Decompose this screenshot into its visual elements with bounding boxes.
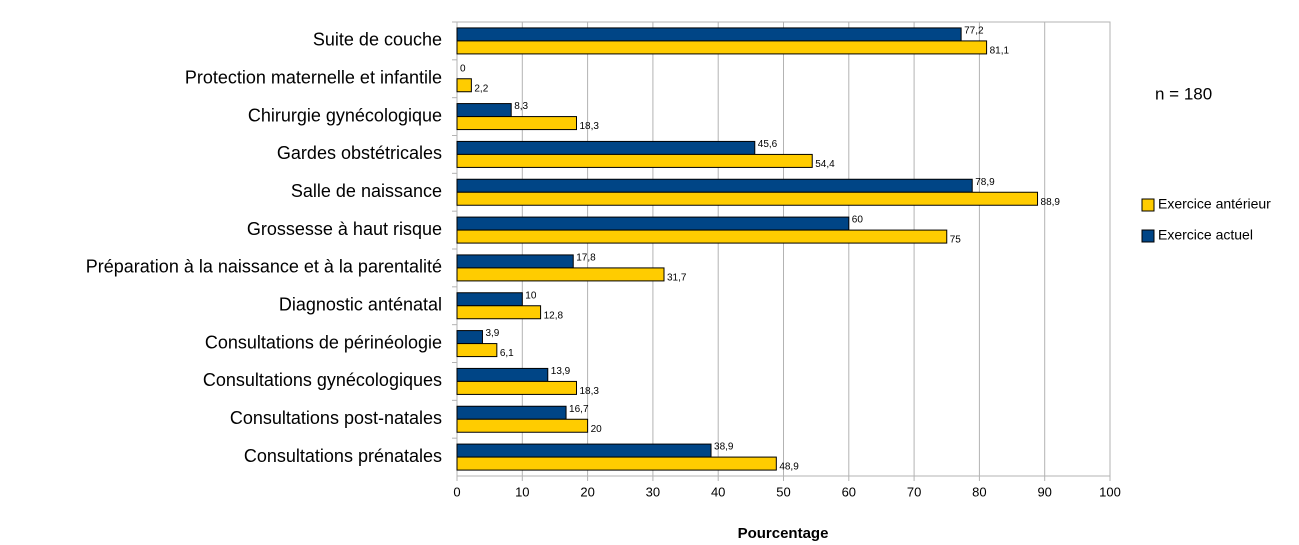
y-tick-label: Consultations gynécologiques <box>203 370 442 390</box>
bar <box>456 254 574 269</box>
legend-swatch <box>1141 229 1155 243</box>
x-tick-label: 100 <box>1099 484 1121 499</box>
bar <box>456 216 850 231</box>
bar <box>456 103 512 118</box>
value-label: 16,7 <box>569 404 589 415</box>
x-tick-label: 60 <box>842 484 856 499</box>
value-label: 81,1 <box>990 46 1010 57</box>
bar <box>456 40 988 55</box>
value-label: 17,8 <box>576 253 596 264</box>
value-label: 45,6 <box>758 139 778 150</box>
bar <box>456 178 973 193</box>
y-tick-label: Chirurgie gynécologique <box>248 105 442 125</box>
value-label: 12,8 <box>544 310 564 321</box>
value-label: 8,3 <box>514 101 528 112</box>
value-label: 78,9 <box>975 177 995 188</box>
x-tick-label: 50 <box>776 484 790 499</box>
value-label: 3,9 <box>485 328 499 339</box>
y-tick-label: Salle de naissance <box>291 181 442 201</box>
x-tick-label: 10 <box>515 484 529 499</box>
value-label: 20 <box>591 424 603 435</box>
bar <box>456 292 523 307</box>
legend-label: Exercice antérieur <box>1158 196 1271 212</box>
x-tick-label: 30 <box>646 484 660 499</box>
y-tick-label: Grossesse à haut risque <box>247 219 442 239</box>
y-tick-label: Suite de couche <box>313 30 442 50</box>
value-label: 2,2 <box>474 83 488 94</box>
bar <box>456 78 472 93</box>
value-label: 48,9 <box>779 462 799 473</box>
value-label: 77,2 <box>964 26 984 37</box>
value-label: 6,1 <box>500 348 514 359</box>
x-tick-label: 40 <box>711 484 725 499</box>
x-axis-label: Pourcentage <box>738 525 829 542</box>
y-tick-label: Consultations de périnéologie <box>205 332 442 352</box>
y-tick-label: Consultations prénatales <box>244 446 442 466</box>
y-tick-label: Diagnostic anténatal <box>279 295 442 315</box>
value-label: 60 <box>852 215 864 226</box>
y-tick-label: Consultations post-natales <box>230 408 442 428</box>
bar <box>456 153 813 168</box>
value-label: 88,9 <box>1041 197 1061 208</box>
x-tick-label: 20 <box>580 484 594 499</box>
bar <box>456 140 756 155</box>
bar <box>456 267 665 282</box>
bar <box>456 116 577 131</box>
annotation: n = 180 <box>1155 84 1212 103</box>
bar <box>456 305 542 320</box>
bar <box>456 405 567 420</box>
value-label: 13,9 <box>551 366 571 377</box>
legend-swatch <box>1141 198 1155 212</box>
y-tick-label: Gardes obstétricales <box>277 143 442 163</box>
bar <box>456 443 712 458</box>
bar <box>456 229 948 244</box>
value-label: 75 <box>950 235 962 246</box>
value-label: 10 <box>525 290 537 301</box>
bar <box>456 380 577 395</box>
y-tick-label: Préparation à la naissance et à la paren… <box>86 257 442 277</box>
bar <box>456 343 498 358</box>
bar <box>456 456 777 471</box>
legend-label: Exercice actuel <box>1158 227 1253 243</box>
x-tick-label: 0 <box>453 484 460 499</box>
value-label: 38,9 <box>714 442 734 453</box>
value-label: 18,3 <box>579 386 599 397</box>
bar <box>456 418 589 433</box>
value-label: 31,7 <box>667 273 687 284</box>
bar <box>456 191 1039 206</box>
y-tick-label: Protection maternelle et infantile <box>185 68 442 88</box>
x-tick-label: 90 <box>1037 484 1051 499</box>
value-label: 18,3 <box>579 121 599 132</box>
bar <box>456 27 962 42</box>
x-tick-label: 80 <box>972 484 986 499</box>
x-tick-label: 70 <box>907 484 921 499</box>
bar <box>456 330 483 345</box>
bar <box>456 367 549 382</box>
value-label: 54,4 <box>815 159 835 170</box>
value-label: 0 <box>460 63 466 74</box>
